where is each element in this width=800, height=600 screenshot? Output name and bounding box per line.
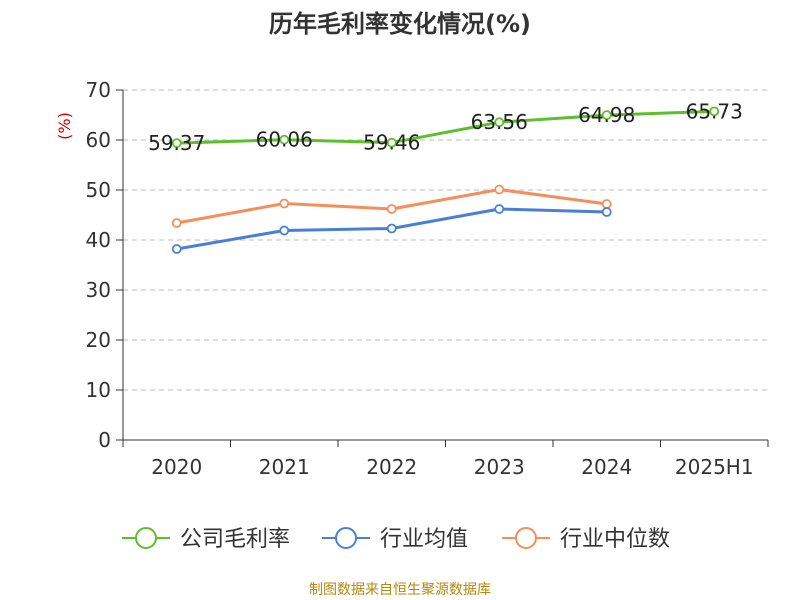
data-labels: 59.37 60.06 59.46 63.56 64.98 65.73 xyxy=(148,99,743,155)
x-tick-label: 2023 xyxy=(474,455,525,479)
data-point xyxy=(171,138,182,149)
legend-label: 行业均值 xyxy=(380,527,468,552)
series-group xyxy=(171,106,720,254)
y-tick-label: 0 xyxy=(98,428,111,452)
data-label: 60.06 xyxy=(256,128,313,152)
data-label: 64.98 xyxy=(578,103,635,127)
data-point xyxy=(601,199,612,209)
data-point xyxy=(386,137,397,148)
y-tick-label: 30 xyxy=(86,278,111,302)
x-tick-label: 2020 xyxy=(151,455,202,479)
y-tick-label: 50 xyxy=(86,178,111,202)
gridlines xyxy=(123,89,768,391)
legend-swatch-marker xyxy=(515,527,537,549)
data-point xyxy=(494,117,505,128)
data-label: 63.56 xyxy=(471,110,528,134)
source-note: 制图数据来自恒生聚源数据库 xyxy=(309,582,491,598)
data-label: 59.46 xyxy=(363,131,420,155)
y-tick-label: 10 xyxy=(86,378,111,402)
y-tick-label: 70 xyxy=(86,78,111,102)
legend-label: 公司毛利率 xyxy=(180,527,290,552)
x-tick-label: 2024 xyxy=(581,455,632,479)
data-point xyxy=(279,134,290,145)
data-point xyxy=(601,110,612,120)
data-point xyxy=(709,106,720,117)
data-point xyxy=(386,223,397,234)
y-tick-label: 40 xyxy=(86,228,111,252)
legend-swatch-marker xyxy=(135,527,157,549)
y-tick-label: 60 xyxy=(86,128,111,152)
y-axis-ticks: 0 10 20 30 40 50 60 70 xyxy=(86,78,123,452)
x-tick-label: 2025H1 xyxy=(675,455,754,479)
legend: 公司毛利率 行业均值 行业中位数 xyxy=(122,527,670,552)
data-point xyxy=(279,225,290,236)
y-tick-label: 20 xyxy=(86,328,111,352)
data-label: 59.37 xyxy=(148,131,205,155)
data-point xyxy=(279,198,290,209)
data-point xyxy=(494,204,505,214)
series-line xyxy=(176,109,715,145)
data-point xyxy=(171,218,182,228)
x-axis-ticks: 2020 2021 2022 2023 2024 2025H1 xyxy=(122,440,769,479)
data-point xyxy=(171,244,182,254)
data-point xyxy=(494,184,505,195)
data-point xyxy=(601,207,612,217)
legend-swatch-marker xyxy=(335,527,357,549)
chart-title: 历年毛利率变化情况(%) xyxy=(269,10,531,38)
y-axis-label: (%) xyxy=(55,112,74,140)
x-tick-label: 2022 xyxy=(366,455,417,479)
data-label: 65.73 xyxy=(686,99,743,123)
x-tick-label: 2021 xyxy=(259,455,310,479)
data-point xyxy=(386,204,397,214)
legend-label: 行业中位数 xyxy=(560,527,670,552)
